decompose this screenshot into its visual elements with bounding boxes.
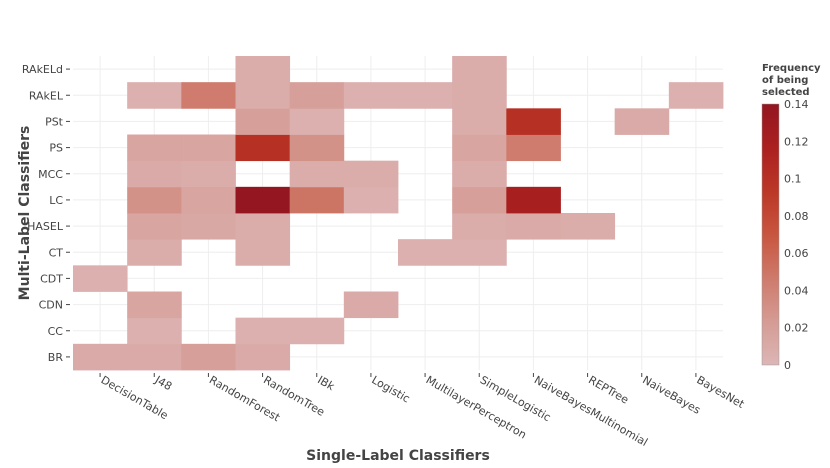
y-tick-label: PSt [45,115,64,128]
heatmap-cell [614,108,670,135]
heatmap-cell [289,134,345,162]
colorbar-tick-label: 0.1 [784,173,802,186]
x-tick-label: MultilayerPerceptron [424,373,529,441]
heatmap-cell [127,186,182,214]
heatmap-cell [289,108,345,135]
heatmap-cell [127,343,182,371]
y-tick-label: HASEL [27,220,64,233]
heatmap-cell [235,56,291,83]
heatmap-cell [452,239,507,266]
colorbar-title-line-3: selected [762,87,810,98]
heatmap-cell [452,108,507,135]
colorbar-tick-label: 0.12 [784,135,809,148]
y-tick-label: LC [49,194,63,207]
colorbar-tick-label: 0 [784,359,791,372]
x-tick-label: REPTree [586,373,631,406]
heatmap-cell [235,186,291,214]
y-tick-label: CDT [40,272,63,285]
colorbar-tick-label: 0.14 [784,98,809,111]
colorbar-title-line-1: Frequency [762,63,821,74]
heatmap-cell [73,265,128,292]
heatmap-cell [289,317,345,345]
heatmap-cell [668,82,724,109]
heatmap-cell [235,108,291,135]
heatmap-cell [343,291,399,319]
heatmap-cell [506,213,561,240]
colorbar-tick-label: 0.08 [784,210,809,223]
heatmap-cell [289,160,345,188]
heatmap-cell [235,82,291,109]
heatmap-cell [181,82,236,109]
colorbar-scale [761,103,780,366]
heatmap-cell [343,160,399,188]
heatmap-cell [343,82,399,109]
heatmap-cell [181,186,236,214]
heatmap-cell [235,317,291,345]
heatmap-cell [127,317,182,345]
colorbar: Frequency of being selected 0 0.02 0.04 0.0… [761,63,821,372]
heatmap-cell [181,160,236,188]
heatmap-cell [506,108,561,135]
heatmap-cell [127,82,182,109]
colorbar-tick-label: 0.06 [784,247,809,260]
heatmap-cells [73,56,724,371]
heatmap-cell [127,239,182,266]
heatmap-cell [127,160,182,188]
heatmap-cell [127,213,182,240]
heatmap-cell [181,134,236,162]
heatmap-cell [398,239,453,266]
heatmap-cell [343,186,399,214]
y-tick-label: CT [49,246,64,259]
heatmap-cell [452,82,507,109]
heatmap-cell [452,134,507,162]
heatmap-cell [506,186,561,214]
heatmap-cell [452,186,507,214]
heatmap-cell [560,213,616,240]
x-axis-title: Single-Label Classifiers [306,448,490,464]
y-tick-label: CDN [39,299,63,312]
heatmap-cell [73,343,128,371]
heatmap-cell [289,82,345,109]
heatmap-cell [127,134,182,162]
heatmap-cell [235,239,291,266]
heatmap-cell [452,56,507,83]
colorbar-tick-label: 0.04 [784,284,809,297]
heatmap-cell [181,213,236,240]
y-tick-label: MCC [38,168,63,181]
heatmap-cell [235,213,291,240]
x-tick-label: IBk [315,373,337,393]
x-tick-label: J48 [152,373,174,393]
heatmap-cell [506,134,561,162]
heatmap-cell [452,213,507,240]
heatmap-cell [452,160,507,188]
y-tick-label: CC [48,325,64,338]
y-axis-ticks: BR CC CDN CDT CT HASEL LC MCC PS PSt RAkEL RAkELd [22,63,70,364]
colorbar-tick-label: 0.02 [784,322,809,335]
y-axis-title: Multi-Label Classifiers [17,126,33,301]
y-tick-label: RAkEL [29,89,64,102]
heatmap-cell [289,186,345,214]
heatmap-cell [127,291,182,319]
y-tick-label: BR [48,351,64,364]
colorbar-title-line-2: of being [762,75,808,86]
y-tick-label: RAkELd [22,63,63,76]
x-tick-label: NaiveBayes [640,373,703,417]
x-tick-label: Logistic [369,373,412,405]
heatmap-cell [235,134,291,162]
colorbar-ticks: 0 0.02 0.04 0.06 0.08 0.1 0.12 0.14 [784,98,809,372]
heatmap-cell [181,343,236,371]
y-tick-label: PS [49,142,63,155]
heatmap-cell [398,82,453,109]
heatmap-cell [235,343,291,371]
